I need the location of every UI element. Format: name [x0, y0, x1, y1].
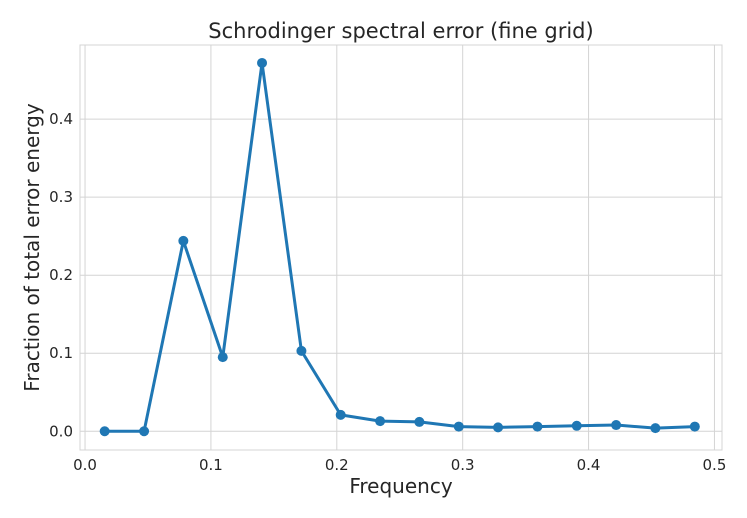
x-tick-label: 0.3: [451, 456, 475, 474]
x-tick-label: 0.2: [325, 456, 349, 474]
data-point: [257, 57, 268, 68]
data-point: [414, 416, 425, 427]
data-point: [493, 422, 504, 433]
tick-labels: 0.0 0.1 0.2 0.3 0.4 0.5 0.0 0.1 0.2 0.3 0.4: [49, 110, 726, 474]
y-axis-label: Fraction of total error energy: [20, 103, 44, 392]
data-point: [650, 423, 661, 434]
y-tick-label: 0.1: [49, 344, 73, 362]
y-tick-label: 0.2: [49, 266, 73, 284]
y-tick-label: 0.3: [49, 188, 73, 206]
data-point: [571, 420, 582, 431]
grid: [80, 45, 722, 450]
series-line: [103, 61, 697, 433]
data-point: [217, 352, 228, 363]
data-point: [611, 420, 622, 431]
data-point: [139, 426, 150, 437]
x-tick-label: 0.4: [577, 456, 601, 474]
series: [99, 57, 700, 437]
y-tick-label: 0.4: [49, 110, 73, 128]
x-tick-label: 0.0: [73, 456, 97, 474]
data-point: [296, 345, 307, 356]
data-point: [99, 426, 110, 437]
x-tick-label: 0.5: [703, 456, 727, 474]
data-point: [178, 235, 189, 246]
data-point: [375, 416, 386, 427]
data-point: [335, 409, 346, 420]
y-tick-label: 0.0: [49, 422, 73, 440]
data-point: [689, 421, 700, 432]
chart-title: Schrodinger spectral error (fine grid): [208, 19, 593, 43]
data-point: [453, 421, 464, 432]
data-point: [532, 421, 543, 432]
x-tick-label: 0.1: [199, 456, 223, 474]
x-axis-label: Frequency: [349, 474, 452, 498]
plot-frame: [79, 44, 723, 451]
